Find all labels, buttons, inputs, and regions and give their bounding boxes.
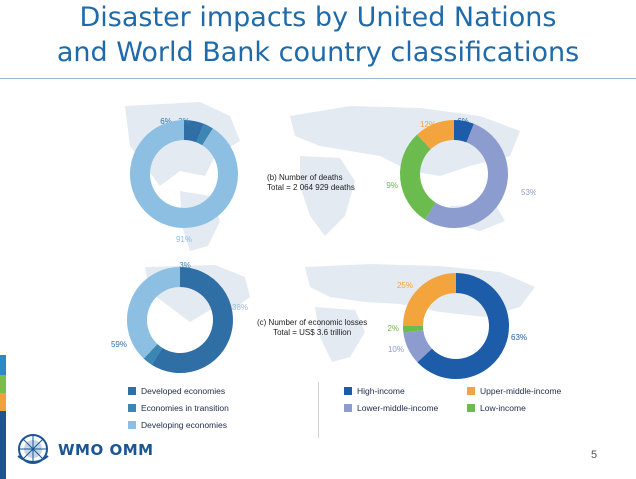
legend-swatch <box>344 387 352 395</box>
donut-slice-low-income <box>400 134 437 220</box>
donut-losses-wb: 63% 10% 2% 25% <box>387 273 527 379</box>
accent-bar-orange <box>0 393 6 411</box>
accent-bar-green <box>0 375 6 393</box>
slice-label-developing-economies: 38% <box>232 303 248 312</box>
donut-slice-upper-middle-income <box>403 273 457 327</box>
legend-item-high-income: High-income <box>344 386 405 396</box>
donut-slice-economies-in-transition <box>196 123 213 146</box>
legend-swatch <box>128 387 136 395</box>
legend-item-upper-middle-income: Upper-middle-income <box>467 386 561 396</box>
slice-label-upper-middle-income: 25% <box>397 281 413 290</box>
legend-wb: High-income Upper-middle-income Lower-mi… <box>344 386 604 420</box>
deaths-label-line-2: Total = 2 064 929 deaths <box>267 183 355 192</box>
slice-label-high-income: 6% <box>457 117 469 126</box>
deaths-panel-label: (b) Number of deaths Total = 2 064 929 d… <box>267 173 355 193</box>
legend-swatch <box>344 404 352 412</box>
legend-item-developed: Developed economies <box>128 386 225 396</box>
title-divider <box>0 78 636 79</box>
donut-slice-high-income <box>453 120 474 143</box>
legend-label: Developed economies <box>141 386 226 396</box>
donut-slice-developed-economies <box>183 120 204 143</box>
wmo-emblem-icon <box>17 434 49 464</box>
wmo-logo-text: WMO OMM <box>58 441 154 459</box>
slice-label-developed-economies: 6% <box>160 117 172 126</box>
slice-label-low-income: 2% <box>387 324 399 333</box>
title-line-2: and World Bank country classifications <box>56 37 580 68</box>
slice-label-developing-economies: 91% <box>176 235 192 244</box>
donut-slice-economies-in-transition <box>143 343 163 365</box>
slice-label-upper-middle-income: 12% <box>420 120 436 129</box>
donut-losses-un: 59% 3% 38% <box>111 261 248 373</box>
slide-title: Disaster impacts by United Nations and W… <box>0 0 636 70</box>
slice-label-high-income: 63% <box>511 333 527 342</box>
donut-slice-developed-economies <box>151 267 233 373</box>
donut-slice-developing-economies <box>130 120 238 228</box>
donut-slice-lower-middle-income <box>425 123 508 228</box>
accent-bar-navy <box>0 411 6 479</box>
legend-un: Developed economies Economies in transit… <box>128 386 308 436</box>
donut-slice-upper-middle-income <box>417 120 455 150</box>
legend-item-developing: Developing economies <box>128 420 227 430</box>
title-line-1: Disaster impacts by United Nations <box>79 2 557 33</box>
legend-label: Low-income <box>480 403 526 413</box>
donut-deaths-wb: 6% 53% 29% 12% <box>386 117 536 228</box>
losses-label-line-2: Total = US$ 3.6 trillion <box>273 328 352 337</box>
donut-slice-lower-middle-income <box>403 329 433 363</box>
donut-slice-developing-economies <box>127 267 181 359</box>
legend-swatch <box>467 404 475 412</box>
legend-divider <box>318 382 319 438</box>
legend-item-lower-middle-income: Lower-middle-income <box>344 403 438 413</box>
slice-label-lower-middle-income: 10% <box>388 345 404 354</box>
donut-slice-high-income <box>417 273 509 379</box>
legend-label: High-income <box>357 386 405 396</box>
legend-label: Lower-middle-income <box>357 403 439 413</box>
losses-panel-label: (c) Number of economic losses Total = US… <box>257 318 367 338</box>
legend-swatch <box>467 387 475 395</box>
legend-label: Developing economies <box>141 420 227 430</box>
deaths-label-line-1: (b) Number of deaths <box>267 173 343 182</box>
slice-label-low-income: 29% <box>386 181 398 190</box>
slice-label-lower-middle-income: 53% <box>521 188 536 197</box>
legend-swatch <box>128 421 136 429</box>
slice-label-developed-economies: 59% <box>111 340 127 349</box>
page-number: 5 <box>591 449 598 461</box>
donut-deaths-un: 6% 3%91% <box>130 117 238 244</box>
slice-label-economies-in-transition: 3% <box>179 261 191 270</box>
legend-item-transition: Economies in transition <box>128 403 229 413</box>
legend-label: Economies in transition <box>141 403 229 413</box>
legend-label: Upper-middle-income <box>480 386 562 396</box>
accent-bar-blue <box>0 355 6 375</box>
legend-swatch <box>128 404 136 412</box>
legend-item-low-income: Low-income <box>467 403 526 413</box>
losses-label-line-1: (c) Number of economic losses <box>257 318 368 327</box>
